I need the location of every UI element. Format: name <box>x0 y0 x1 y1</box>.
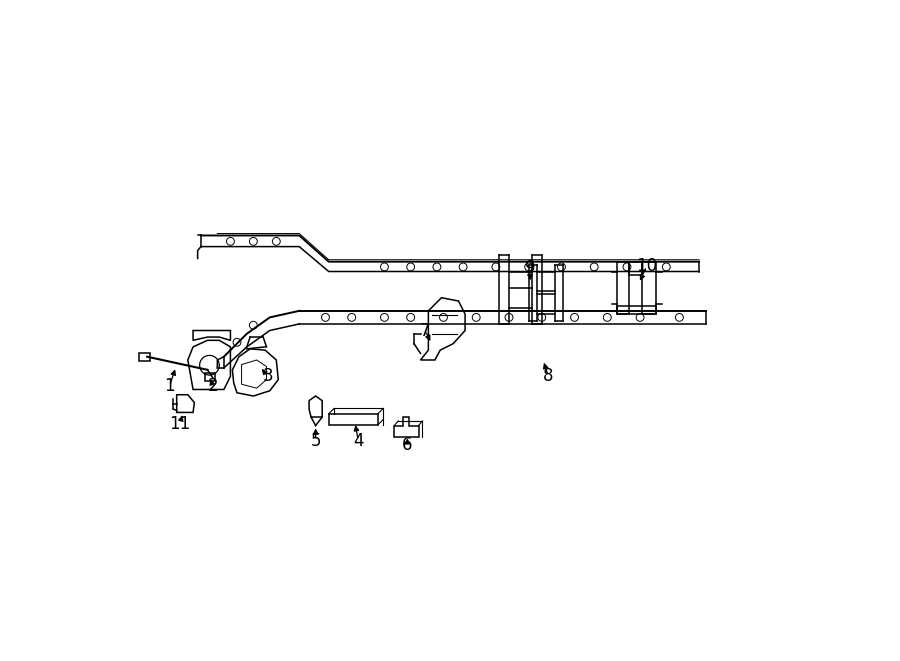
Text: 2: 2 <box>207 377 218 395</box>
Text: 10: 10 <box>636 257 657 275</box>
Text: 6: 6 <box>402 436 412 454</box>
Text: 5: 5 <box>310 432 321 449</box>
Text: 11: 11 <box>169 414 191 432</box>
Text: 7: 7 <box>419 321 430 340</box>
Text: 8: 8 <box>543 368 553 385</box>
Text: 1: 1 <box>164 377 175 395</box>
Text: 4: 4 <box>353 432 364 449</box>
Text: 3: 3 <box>263 368 273 385</box>
Text: 9: 9 <box>525 259 535 277</box>
